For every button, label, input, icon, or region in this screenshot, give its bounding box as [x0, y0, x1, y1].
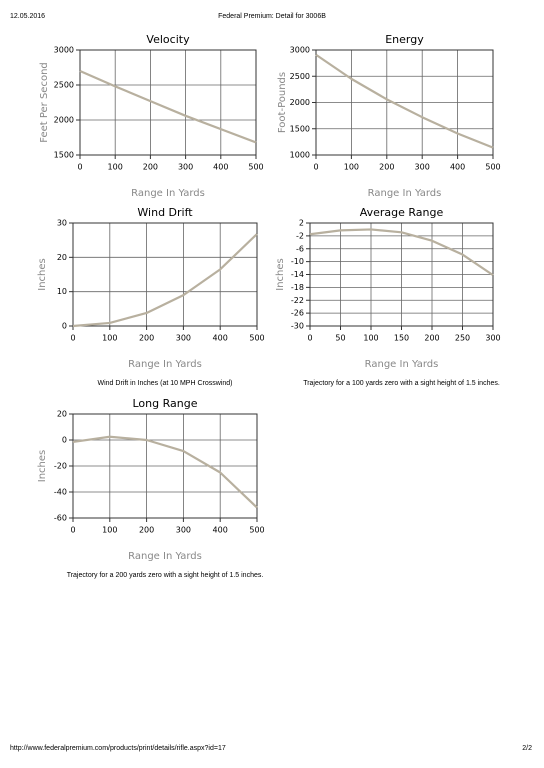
- plot-area: [79, 49, 257, 156]
- x-tick-label: 0: [77, 163, 82, 172]
- x-axis-label: Range In Yards: [131, 188, 205, 199]
- x-tick-label: 400: [213, 334, 228, 343]
- data-line: [79, 69, 257, 144]
- x-tick-label: 500: [485, 163, 500, 172]
- x-tick-label: 150: [394, 334, 409, 343]
- header-date: 12.05.2016: [10, 13, 45, 20]
- data-line: [72, 435, 258, 509]
- y-tick-label: 20: [57, 253, 67, 262]
- chart-title: Energy: [385, 33, 424, 46]
- y-tick-label: -22: [291, 296, 304, 305]
- x-tick-label: 300: [176, 526, 191, 535]
- y-tick-label: -30: [291, 322, 304, 331]
- y-tick-label: 2500: [54, 81, 74, 90]
- x-tick-label: 500: [249, 334, 264, 343]
- x-tick-label: 300: [415, 163, 430, 172]
- x-tick-label: 100: [108, 163, 123, 172]
- x-tick-label: 400: [213, 163, 228, 172]
- y-tick-label: 2000: [290, 98, 310, 107]
- x-tick-label: 500: [249, 526, 264, 535]
- data-line: [309, 228, 494, 277]
- x-tick-label: 50: [335, 334, 345, 343]
- x-tick-label: 300: [485, 334, 500, 343]
- y-tick-label: -60: [54, 514, 67, 523]
- x-tick-label: 0: [307, 334, 312, 343]
- x-tick-label: 400: [450, 163, 465, 172]
- y-tick-label: -14: [291, 270, 304, 279]
- x-tick-label: 100: [363, 334, 378, 343]
- x-tick-label: 100: [344, 163, 359, 172]
- x-tick-label: 500: [248, 163, 263, 172]
- y-tick-label: 30: [57, 219, 67, 228]
- y-tick-label: 1500: [290, 124, 310, 133]
- y-tick-label: 10: [57, 287, 67, 296]
- plot-border: [72, 413, 258, 519]
- header-title: Federal Premium: Detail for 3006B: [218, 13, 326, 20]
- x-tick-label: 300: [176, 334, 191, 343]
- y-tick-label: 20: [57, 410, 67, 419]
- chart-title: Long Range: [133, 397, 198, 410]
- x-tick-label: 200: [143, 163, 158, 172]
- x-tick-label: 200: [139, 334, 154, 343]
- x-tick-label: 200: [424, 334, 439, 343]
- x-axis-label: Range In Yards: [365, 359, 439, 370]
- plot-border: [72, 222, 258, 327]
- x-tick-label: 100: [102, 334, 117, 343]
- y-tick-label: 1500: [54, 151, 74, 160]
- x-tick-label: 0: [70, 526, 75, 535]
- plot-area: [72, 222, 258, 327]
- y-tick-label: -2: [296, 231, 304, 240]
- y-tick-label: -40: [54, 488, 67, 497]
- chart-caption: Wind Drift in Inches (at 10 MPH Crosswin…: [98, 380, 233, 387]
- y-axis-label: Feet Per Second: [39, 62, 50, 143]
- x-tick-label: 100: [102, 526, 117, 535]
- chart-caption: Trajectory for a 100 yards zero with a s…: [303, 380, 500, 387]
- y-axis-label: Inches: [37, 258, 48, 291]
- x-tick-label: 200: [139, 526, 154, 535]
- y-tick-label: 2: [299, 219, 304, 228]
- y-tick-label: 0: [62, 322, 67, 331]
- x-tick-label: 200: [379, 163, 394, 172]
- x-axis-label: Range In Yards: [368, 188, 442, 199]
- x-tick-label: 250: [455, 334, 470, 343]
- footer-url: http://www.federalpremium.com/products/p…: [10, 745, 226, 752]
- x-tick-label: 0: [313, 163, 318, 172]
- plot-border: [315, 49, 494, 156]
- y-tick-label: 0: [62, 436, 67, 445]
- footer-page: 2/2: [522, 745, 532, 752]
- y-tick-label: 2000: [54, 116, 74, 125]
- chart-title: Velocity: [146, 33, 190, 46]
- y-tick-label: 3000: [54, 46, 74, 55]
- y-axis-label: Foot-Pounds: [277, 72, 288, 133]
- x-axis-label: Range In Yards: [128, 359, 202, 370]
- y-tick-label: 3000: [290, 46, 310, 55]
- y-tick-label: -20: [54, 462, 67, 471]
- data-line: [315, 53, 494, 149]
- x-tick-label: 400: [213, 526, 228, 535]
- y-axis-label: Inches: [275, 258, 286, 291]
- chart-caption: Trajectory for a 200 yards zero with a s…: [67, 572, 264, 579]
- y-tick-label: 2500: [290, 72, 310, 81]
- y-tick-label: 1000: [290, 151, 310, 160]
- data-line: [72, 233, 258, 328]
- plot-border: [79, 49, 257, 156]
- x-axis-label: Range In Yards: [128, 551, 202, 562]
- chart-title: Average Range: [360, 206, 444, 219]
- y-tick-label: -18: [291, 283, 304, 292]
- x-tick-label: 300: [178, 163, 193, 172]
- x-tick-label: 0: [70, 334, 75, 343]
- y-tick-label: -10: [291, 257, 304, 266]
- y-axis-label: Inches: [37, 450, 48, 483]
- y-tick-label: -6: [296, 244, 304, 253]
- chart-title: Wind Drift: [137, 206, 193, 219]
- y-tick-label: -26: [291, 309, 304, 318]
